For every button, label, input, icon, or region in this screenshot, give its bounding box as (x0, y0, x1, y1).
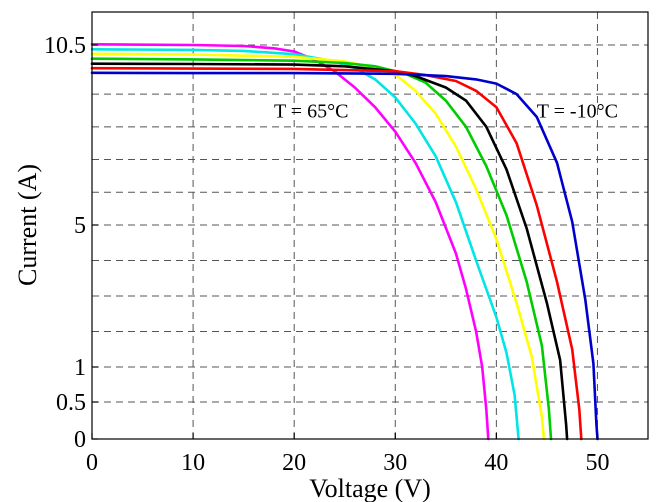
y-tick-label: 10.5 (44, 33, 86, 59)
y-axis-label: Current (A) (13, 164, 42, 286)
annotations: T = 65°C T = -10°C (274, 100, 618, 122)
x-tick-label: 20 (282, 450, 306, 476)
x-tick-label: 10 (181, 450, 205, 476)
series-line (90, 43, 490, 441)
series-line (90, 66, 583, 441)
grid-lines (92, 12, 648, 439)
series-line (90, 48, 520, 441)
x-tick-label: 30 (383, 450, 407, 476)
x-tick-label: 50 (585, 450, 609, 476)
y-tick-label: 1 (74, 355, 86, 381)
series-line (90, 57, 553, 441)
series-line (90, 62, 569, 441)
x-tick-label: 0 (86, 450, 98, 476)
y-tick-label: 0.5 (56, 390, 86, 416)
series-line (90, 71, 599, 441)
temperature-annotation: T = 65°C (274, 100, 348, 122)
y-tick-label: 5 (74, 213, 86, 239)
series-lines (90, 43, 599, 441)
axis-ticks: 0 10 20 30 40 50 0 0.5 1 5 10.5 (44, 33, 609, 476)
y-tick-label: 0 (74, 427, 86, 453)
x-axis-label: Voltage (V) (309, 474, 431, 502)
series-line (90, 52, 546, 441)
temperature-annotation: T = -10°C (537, 100, 618, 122)
x-tick-label: 40 (484, 450, 508, 476)
